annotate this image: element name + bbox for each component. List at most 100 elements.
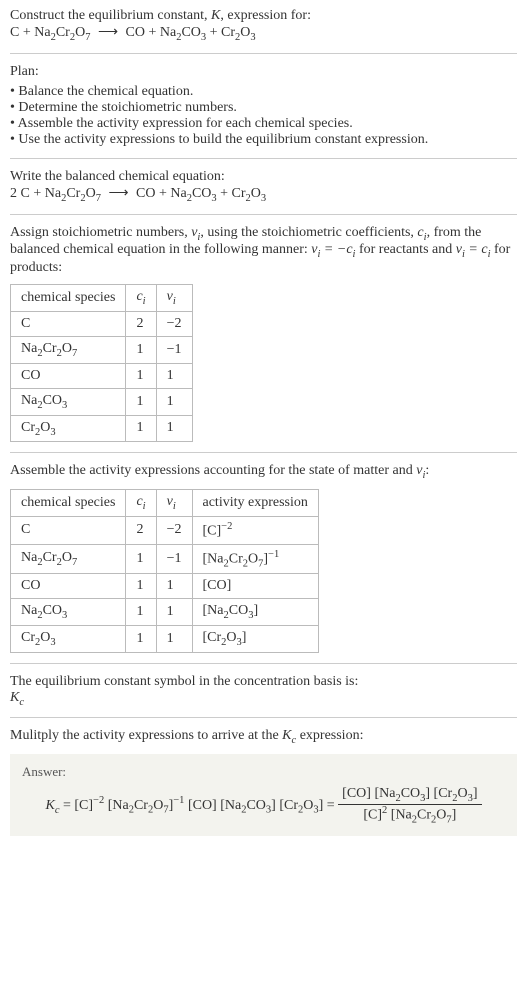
- col-species: chemical species: [11, 490, 126, 517]
- cell: [C]−2: [192, 516, 318, 544]
- cell: Na2CO3: [11, 599, 126, 626]
- cell: CO: [11, 574, 126, 599]
- answer-box: Answer: Kc = [C]−2 [Na2Cr2O7]−1 [CO] [Na…: [10, 754, 517, 835]
- nu-i: νi: [191, 225, 200, 240]
- cell: 2: [126, 311, 156, 336]
- kc: Kc: [282, 728, 296, 743]
- table-header-row: chemical species ci νi: [11, 285, 193, 312]
- fraction-den: [C]2 [Na2Cr2O7]: [338, 805, 481, 825]
- cell: 2: [126, 516, 156, 544]
- balanced-section: Write the balanced chemical equation: 2 …: [10, 169, 517, 204]
- col-activity: activity expression: [192, 490, 318, 517]
- balanced-equation: 2 C + Na2Cr2O7 ⟶ CO + Na2CO3 + Cr2O3: [10, 185, 517, 204]
- cell: Na2Cr2O7: [11, 544, 126, 573]
- cell: 1: [126, 415, 156, 442]
- stoich-part: , using the stoichiometric coefficients,: [200, 225, 417, 240]
- c-i: ci: [417, 225, 426, 240]
- cell: CO: [11, 363, 126, 388]
- eq-reactants: νi = −ci: [311, 242, 355, 257]
- table-row: Na2CO311[Na2CO3]: [11, 599, 319, 626]
- col-ci: ci: [126, 285, 156, 312]
- table-row: CO11: [11, 363, 193, 388]
- cell: −1: [156, 336, 192, 363]
- fraction-num: [CO] [Na2CO3] [Cr2O3]: [338, 786, 481, 805]
- cell: 1: [126, 625, 156, 652]
- assemble-part: :: [425, 463, 429, 478]
- cell: [Cr2O3]: [192, 625, 318, 652]
- intro-K: K: [211, 8, 220, 23]
- table-row: Na2CO311: [11, 388, 193, 415]
- table-row: CO11[CO]: [11, 574, 319, 599]
- cell: 1: [156, 625, 192, 652]
- cell: Cr2O3: [11, 415, 126, 442]
- plan-item: Determine the stoichiometric numbers.: [10, 100, 517, 116]
- answer-label: Answer:: [22, 764, 505, 780]
- divider: [10, 214, 517, 215]
- table-row: Cr2O311[Cr2O3]: [11, 625, 319, 652]
- plan-heading: Plan:: [10, 64, 517, 80]
- fraction: [CO] [Na2CO3] [Cr2O3] [C]2 [Na2Cr2O7]: [338, 786, 481, 825]
- cell: 1: [156, 388, 192, 415]
- intro-post: , expression for:: [220, 8, 311, 23]
- cell: 1: [126, 363, 156, 388]
- cell: 1: [126, 599, 156, 626]
- col-vi: νi: [156, 285, 192, 312]
- intro-section: Construct the equilibrium constant, K, e…: [10, 8, 517, 43]
- divider: [10, 53, 517, 54]
- table-row: C2−2[C]−2: [11, 516, 319, 544]
- balanced-heading: Write the balanced chemical equation:: [10, 169, 517, 185]
- cell: Cr2O3: [11, 625, 126, 652]
- divider: [10, 663, 517, 664]
- plan-item: Balance the chemical equation.: [10, 84, 517, 100]
- cell: −1: [156, 544, 192, 573]
- intro-pre: Construct the equilibrium constant,: [10, 8, 211, 23]
- cell: Na2CO3: [11, 388, 126, 415]
- cell: Na2Cr2O7: [11, 336, 126, 363]
- table-header-row: chemical species ci νi activity expressi…: [11, 490, 319, 517]
- answer-equation: Kc = [C]−2 [Na2Cr2O7]−1 [CO] [Na2CO3] [C…: [22, 786, 505, 825]
- kc-symbol: Kc: [10, 690, 517, 708]
- stoich-part: for reactants and: [355, 242, 455, 257]
- cell: −2: [156, 516, 192, 544]
- cell: 1: [126, 544, 156, 573]
- divider: [10, 717, 517, 718]
- multiply-part: Mulitply the activity expressions to arr…: [10, 728, 282, 743]
- plan-item: Assemble the activity expression for eac…: [10, 116, 517, 132]
- table-row: C2−2: [11, 311, 193, 336]
- assemble-part: Assemble the activity expressions accoun…: [10, 463, 416, 478]
- cell: [Na2CO3]: [192, 599, 318, 626]
- plan-list: Balance the chemical equation. Determine…: [10, 84, 517, 148]
- table-row: Cr2O311: [11, 415, 193, 442]
- multiply-part: expression:: [296, 728, 363, 743]
- col-vi: νi: [156, 490, 192, 517]
- eq-products: νi = ci: [456, 242, 491, 257]
- multiply-text: Mulitply the activity expressions to arr…: [10, 728, 517, 746]
- assemble-text: Assemble the activity expressions accoun…: [10, 463, 517, 481]
- cell: [CO]: [192, 574, 318, 599]
- table-row: Na2Cr2O71−1: [11, 336, 193, 363]
- stoich-table: chemical species ci νi C2−2 Na2Cr2O71−1 …: [10, 284, 193, 442]
- cell: 1: [156, 599, 192, 626]
- cell: 1: [156, 415, 192, 442]
- stoich-part: Assign stoichiometric numbers,: [10, 225, 191, 240]
- plan-item: Use the activity expressions to build th…: [10, 132, 517, 148]
- arrow-icon: ⟶: [94, 25, 122, 40]
- cell: 1: [126, 388, 156, 415]
- conc-basis-section: The equilibrium constant symbol in the c…: [10, 674, 517, 708]
- cell: 1: [126, 574, 156, 599]
- divider: [10, 452, 517, 453]
- arrow-icon: ⟶: [104, 186, 132, 201]
- cell: 1: [156, 363, 192, 388]
- activity-table: chemical species ci νi activity expressi…: [10, 489, 319, 653]
- plan-section: Plan: Balance the chemical equation. Det…: [10, 64, 517, 148]
- col-ci: ci: [126, 490, 156, 517]
- cell: 1: [126, 336, 156, 363]
- cell: −2: [156, 311, 192, 336]
- cell: 1: [156, 574, 192, 599]
- conc-basis-line: The equilibrium constant symbol in the c…: [10, 674, 517, 690]
- stoich-text: Assign stoichiometric numbers, νi, using…: [10, 225, 517, 277]
- table-row: Na2Cr2O71−1[Na2Cr2O7]−1: [11, 544, 319, 573]
- intro-line: Construct the equilibrium constant, K, e…: [10, 8, 517, 24]
- cell: [Na2Cr2O7]−1: [192, 544, 318, 573]
- cell: C: [11, 516, 126, 544]
